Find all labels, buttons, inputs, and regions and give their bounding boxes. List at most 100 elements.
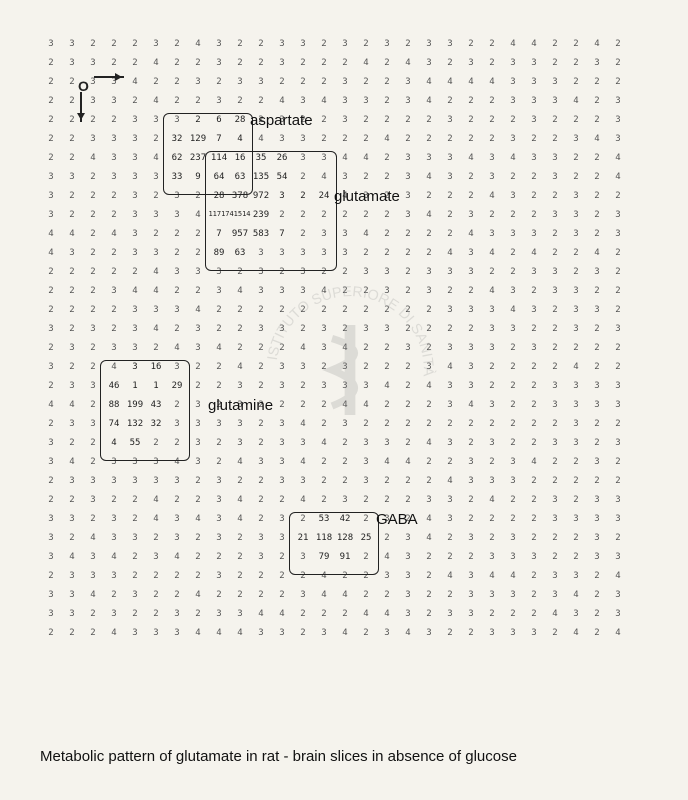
grid-cell: 2 — [271, 401, 293, 410]
grid-cell: 2 — [523, 591, 545, 600]
grid-cell: 2 — [334, 458, 356, 467]
grid-cell: 2 — [250, 40, 272, 49]
grid-cell: 1 — [124, 382, 146, 391]
grid-cell: 29 — [166, 382, 188, 391]
grid-cell: 2 — [271, 553, 293, 562]
grid-cell: 2 — [565, 116, 587, 125]
grid-cell: 4 — [565, 97, 587, 106]
grid-cell: 2 — [439, 553, 461, 562]
grid-cell: 28 — [229, 116, 251, 125]
grid-cell: 3 — [586, 553, 608, 562]
grid-cell: 2 — [82, 173, 104, 182]
grid-cell: 2 — [502, 515, 524, 524]
grid-cell: 4 — [145, 59, 167, 68]
grid-cell: 3 — [355, 268, 377, 277]
label-glutamine: glutamine — [208, 397, 273, 414]
grid-cell: 54 — [271, 173, 293, 182]
grid-cell: 3 — [61, 344, 83, 353]
grid-cell: 3 — [103, 154, 125, 163]
grid-cell: 2 — [355, 135, 377, 144]
grid-cell: 2 — [355, 116, 377, 125]
grid-cell: 4 — [208, 344, 230, 353]
grid-cell: 2 — [376, 116, 398, 125]
grid-cell: 2 — [145, 534, 167, 543]
grid-cell: 2 — [355, 515, 377, 524]
grid-cell: 3 — [313, 154, 335, 163]
grid-cell: 2 — [355, 344, 377, 353]
grid-cell: 2 — [439, 97, 461, 106]
grid-cell: 2 — [271, 344, 293, 353]
grid-cell: 2 — [313, 116, 335, 125]
grid-cell: 3 — [439, 382, 461, 391]
grid-cell: 3 — [187, 458, 209, 467]
grid-cell: 3 — [229, 610, 251, 619]
grid-cell: 4 — [418, 78, 440, 87]
grid-cell: 2 — [460, 97, 482, 106]
grid-cell: 4 — [376, 458, 398, 467]
grid-cell: 2 — [229, 344, 251, 353]
grid-cell: 2 — [607, 59, 629, 68]
grid-cell: 3 — [523, 306, 545, 315]
grid-cell: 4 — [250, 135, 272, 144]
grid-cell: 2 — [292, 572, 314, 581]
grid-cell: 4 — [271, 97, 293, 106]
grid-cell: 2 — [292, 515, 314, 524]
grid-cell: 2 — [523, 287, 545, 296]
grid-cell: 4 — [229, 287, 251, 296]
grid-cell: 2 — [250, 363, 272, 372]
grid-cell: 2 — [250, 477, 272, 486]
grid-cell: 4 — [355, 401, 377, 410]
grid-cell: 2 — [82, 40, 104, 49]
grid-cell: 2 — [481, 97, 503, 106]
grid-cell: 3 — [208, 496, 230, 505]
grid-cell: 2 — [586, 192, 608, 201]
grid-cell: 3 — [229, 382, 251, 391]
grid-cell: 2 — [376, 534, 398, 543]
grid-cell: 2 — [187, 116, 209, 125]
grid-cell: 4 — [103, 230, 125, 239]
grid-cell: 2 — [82, 306, 104, 315]
grid-cell: 4 — [376, 382, 398, 391]
grid-cell: 2 — [292, 59, 314, 68]
grid-cell: 2 — [439, 287, 461, 296]
grid-cell: 55 — [124, 439, 146, 448]
grid-cell: 2 — [544, 629, 566, 638]
grid-cell: 63 — [229, 249, 251, 258]
grid-cell: 2 — [187, 610, 209, 619]
grid-cell: 35 — [250, 154, 272, 163]
grid-cell: 2 — [376, 420, 398, 429]
grid-cell: 4 — [40, 401, 62, 410]
grid-cell: 2 — [481, 135, 503, 144]
grid-cell: 3 — [82, 325, 104, 334]
grid-cell: 21 — [292, 534, 314, 543]
grid-cell: 2 — [271, 591, 293, 600]
grid-cell: 3 — [334, 382, 356, 391]
grid-cell: 2 — [565, 534, 587, 543]
grid-cell: 3 — [586, 306, 608, 315]
grid-cell: 2 — [334, 268, 356, 277]
grid-cell: 2 — [523, 515, 545, 524]
grid-cell: 3 — [334, 249, 356, 258]
grid-cell: 2 — [397, 401, 419, 410]
grid-cell: 3 — [145, 306, 167, 315]
grid-cell: 3 — [103, 458, 125, 467]
grid-cell: 3 — [607, 97, 629, 106]
grid-cell: 3 — [124, 135, 146, 144]
grid-cell: 2 — [124, 496, 146, 505]
grid-cell: 2 — [544, 534, 566, 543]
grid-cell: 2 — [544, 116, 566, 125]
grid-cell: 2 — [481, 458, 503, 467]
grid-cell: 2 — [40, 116, 62, 125]
grid-cell: 2 — [61, 629, 83, 638]
grid-cell: 2 — [544, 344, 566, 353]
grid-cell: 129 — [187, 135, 209, 144]
grid-cell: 3 — [607, 439, 629, 448]
grid-cell: 2 — [61, 363, 83, 372]
grid-cell: 3 — [523, 97, 545, 106]
grid-cell: 3 — [61, 59, 83, 68]
grid-cell: 3 — [250, 458, 272, 467]
grid-cell: 3 — [481, 553, 503, 562]
grid-cell: 3 — [166, 306, 188, 315]
grid-cell: 4 — [145, 496, 167, 505]
grid-cell: 3 — [544, 591, 566, 600]
